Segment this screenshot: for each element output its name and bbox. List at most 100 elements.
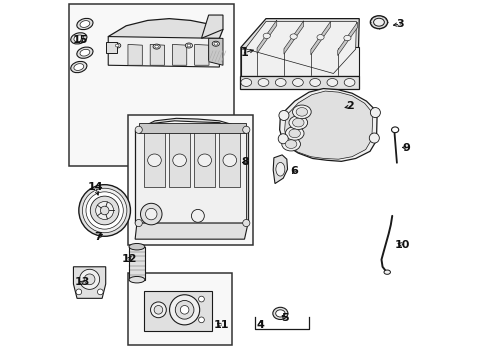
Polygon shape [240,76,358,89]
Text: 13: 13 [74,277,90,287]
Text: 5: 5 [280,313,288,323]
Ellipse shape [223,154,236,167]
Ellipse shape [172,154,186,167]
Polygon shape [139,123,246,134]
Ellipse shape [74,35,83,42]
Polygon shape [194,132,215,187]
Polygon shape [219,132,240,187]
Ellipse shape [292,78,303,86]
Circle shape [180,306,188,314]
Circle shape [96,202,113,220]
Ellipse shape [258,78,268,86]
Polygon shape [194,44,208,65]
Polygon shape [128,44,142,65]
Ellipse shape [289,34,297,39]
Ellipse shape [187,44,190,47]
Polygon shape [337,22,357,55]
Text: 6: 6 [289,166,297,176]
Polygon shape [108,19,223,48]
Polygon shape [169,132,190,187]
Circle shape [135,126,142,134]
Bar [129,247,144,280]
Ellipse shape [77,47,93,58]
Ellipse shape [309,78,320,86]
Circle shape [278,134,287,144]
Bar [128,116,253,244]
Ellipse shape [71,62,87,73]
Ellipse shape [80,21,90,27]
Text: 4: 4 [256,320,264,330]
Ellipse shape [383,270,389,274]
Circle shape [175,301,194,319]
Polygon shape [284,21,303,54]
Circle shape [368,133,379,143]
Ellipse shape [129,276,144,283]
Bar [144,291,212,330]
Polygon shape [279,89,376,161]
Ellipse shape [288,129,300,138]
Ellipse shape [198,154,211,167]
Polygon shape [241,47,358,76]
Circle shape [191,210,204,222]
Text: 7: 7 [94,232,102,242]
Circle shape [82,188,126,233]
Polygon shape [106,42,117,53]
Text: 8: 8 [241,157,249,167]
Circle shape [135,220,142,226]
Polygon shape [257,20,276,53]
Ellipse shape [77,18,93,30]
Ellipse shape [185,43,192,48]
Polygon shape [135,223,247,239]
Polygon shape [273,155,287,184]
Circle shape [169,295,199,325]
Polygon shape [310,22,330,55]
Circle shape [145,208,157,220]
Ellipse shape [391,127,398,133]
Ellipse shape [263,33,270,39]
Circle shape [84,274,95,285]
Circle shape [97,289,103,295]
Ellipse shape [285,140,296,148]
Polygon shape [246,128,247,223]
Ellipse shape [285,127,304,140]
Ellipse shape [343,35,350,41]
Ellipse shape [113,43,121,48]
Circle shape [79,185,130,236]
Ellipse shape [275,78,285,86]
Circle shape [76,289,81,295]
Ellipse shape [369,16,387,29]
Circle shape [90,196,119,225]
Ellipse shape [147,154,161,167]
Text: 9: 9 [401,143,409,153]
Polygon shape [144,132,164,187]
Ellipse shape [212,41,219,46]
Ellipse shape [129,243,144,250]
Circle shape [242,220,249,226]
Ellipse shape [115,44,119,47]
Circle shape [198,317,204,323]
Text: 1: 1 [240,48,248,58]
Polygon shape [246,22,356,73]
Polygon shape [108,37,219,67]
Circle shape [198,296,204,302]
Polygon shape [284,91,372,159]
Ellipse shape [344,78,354,86]
Ellipse shape [275,310,285,317]
Ellipse shape [288,116,307,130]
Ellipse shape [373,18,384,26]
Ellipse shape [241,78,251,86]
Circle shape [278,111,288,121]
Bar [128,273,231,345]
Ellipse shape [214,42,217,45]
Text: 3: 3 [396,19,404,29]
Ellipse shape [71,33,87,44]
Circle shape [80,269,100,289]
Ellipse shape [316,35,324,40]
Polygon shape [73,267,105,298]
Text: 15: 15 [73,35,88,45]
Circle shape [86,192,123,229]
Polygon shape [135,130,247,223]
Circle shape [154,306,163,314]
Text: 14: 14 [88,182,103,192]
Ellipse shape [272,307,287,319]
